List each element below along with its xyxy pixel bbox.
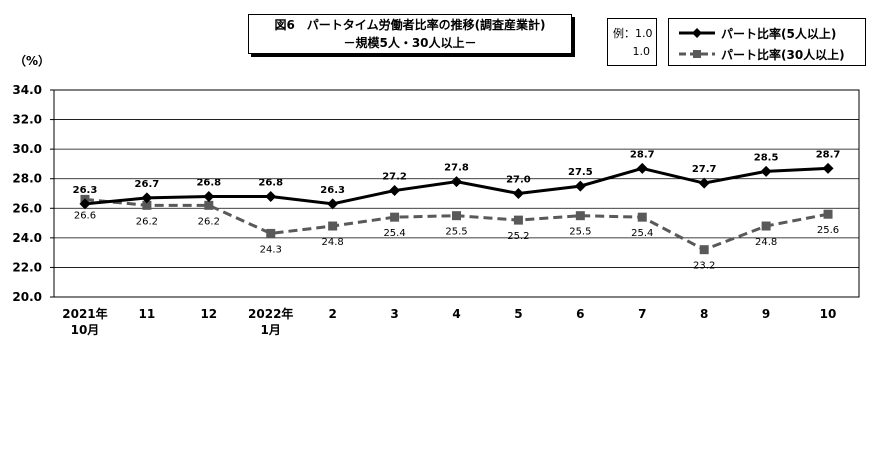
point-30plus	[575, 211, 585, 221]
data-label-30plus: 26.6	[74, 210, 96, 221]
point-30plus	[699, 245, 709, 255]
example-label: 例：	[613, 27, 635, 40]
y-tick-label: 24.0	[12, 231, 42, 245]
data-label-30plus: 25.6	[817, 225, 839, 236]
x-tick-label: 5	[514, 307, 522, 321]
y-tick-label: 28.0	[12, 172, 42, 186]
data-label-30plus: 26.2	[136, 216, 158, 227]
y-tick-label: 34.0	[12, 83, 42, 97]
data-label-30plus: 25.2	[507, 231, 529, 242]
point-5plus	[574, 180, 586, 192]
example-top-value: 1.0	[635, 27, 653, 40]
x-tick-label: 10	[820, 307, 837, 321]
data-label-5plus: 28.7	[816, 149, 841, 160]
point-5plus	[760, 165, 772, 177]
x-tick-label: 4	[452, 307, 460, 321]
point-5plus	[451, 176, 462, 188]
data-label-5plus: 27.8	[444, 163, 469, 174]
x-tick-label: 10月	[71, 323, 100, 337]
point-30plus	[390, 212, 400, 222]
chart-title-box: 図6 パートタイム労働者比率の推移(調査産業計) －規模5人・30人以上－	[248, 14, 572, 54]
point-30plus	[328, 221, 338, 231]
data-label-30plus: 25.5	[445, 227, 467, 238]
point-5plus	[203, 190, 215, 202]
x-tick-label: 8	[700, 307, 708, 321]
y-axis-unit: （%）	[14, 54, 51, 68]
example-box: 例：1.0 1.0	[607, 18, 657, 66]
point-5plus	[327, 198, 339, 210]
data-label-30plus: 24.8	[755, 237, 777, 248]
chart-title-line1: 図6 パートタイム労働者比率の推移(調査産業計)	[274, 18, 546, 32]
legend-item-5plus: パート比率(5人以上)	[677, 24, 836, 42]
y-tick-label: 20.0	[12, 290, 42, 304]
point-30plus	[452, 211, 461, 221]
point-5plus	[265, 190, 277, 202]
point-5plus	[698, 177, 710, 189]
data-label-5plus: 27.2	[382, 172, 407, 183]
legend-label-5plus: パート比率(5人以上)	[721, 26, 837, 41]
point-5plus	[389, 185, 401, 197]
data-label-5plus: 28.7	[630, 149, 655, 160]
legend-swatch-square-icon	[679, 50, 715, 58]
point-5plus	[636, 162, 648, 174]
series-line-30plus	[84, 197, 829, 252]
point-30plus	[761, 221, 771, 231]
data-label-5plus: 26.7	[135, 179, 160, 190]
x-tick-label: 7	[638, 307, 646, 321]
legend: パート比率(5人以上) パート比率(30人以上)	[668, 18, 866, 66]
point-30plus	[637, 212, 647, 222]
point-30plus	[823, 209, 833, 219]
y-tick-label: 32.0	[12, 113, 42, 127]
data-label-5plus: 26.3	[73, 185, 98, 196]
data-label-30plus: 25.4	[631, 228, 653, 239]
x-tick-label: 12	[200, 307, 217, 321]
x-tick-label: 2	[328, 307, 336, 321]
legend-item-30plus: パート比率(30人以上)	[677, 45, 845, 63]
data-label-5plus: 27.0	[506, 175, 531, 186]
data-label-5plus: 26.3	[320, 185, 345, 196]
point-30plus	[266, 228, 276, 238]
point-30plus	[142, 200, 152, 210]
x-tick-label: 9	[762, 307, 770, 321]
y-tick-label: 26.0	[12, 201, 42, 215]
point-30plus	[204, 200, 214, 210]
data-label-30plus: 26.2	[198, 216, 220, 227]
point-5plus	[79, 198, 91, 210]
data-label-5plus: 26.8	[196, 177, 221, 188]
x-tick-label: 2021年	[62, 306, 107, 321]
x-tick-label: 2022年	[248, 306, 293, 321]
chart-title-line2: －規模5人・30人以上－	[343, 36, 477, 50]
data-label-5plus: 27.7	[692, 164, 717, 175]
data-label-5plus: 28.5	[754, 152, 779, 163]
point-30plus	[513, 215, 523, 225]
x-tick-label: 6	[576, 307, 584, 321]
point-5plus	[512, 188, 524, 199]
legend-label-30plus: パート比率(30人以上)	[721, 47, 845, 62]
data-label-30plus: 25.5	[569, 227, 591, 238]
point-5plus	[141, 192, 153, 204]
y-tick-label: 22.0	[12, 260, 42, 274]
x-tick-label: 3	[390, 307, 398, 321]
point-5plus	[822, 162, 834, 174]
example-bottom-value: 1.0	[632, 45, 651, 58]
data-label-30plus: 25.4	[383, 228, 405, 239]
data-label-5plus: 27.5	[568, 167, 593, 178]
data-label-30plus: 23.2	[693, 261, 715, 272]
data-label-5plus: 26.8	[258, 177, 283, 188]
y-tick-label: 30.0	[12, 142, 42, 156]
x-tick-label: 11	[139, 307, 156, 321]
data-label-30plus: 24.8	[322, 237, 344, 248]
x-tick-label: 1月	[261, 323, 281, 337]
data-label-30plus: 24.3	[260, 244, 282, 255]
plot-area	[53, 89, 860, 298]
legend-swatch-diamond-icon	[679, 28, 715, 38]
